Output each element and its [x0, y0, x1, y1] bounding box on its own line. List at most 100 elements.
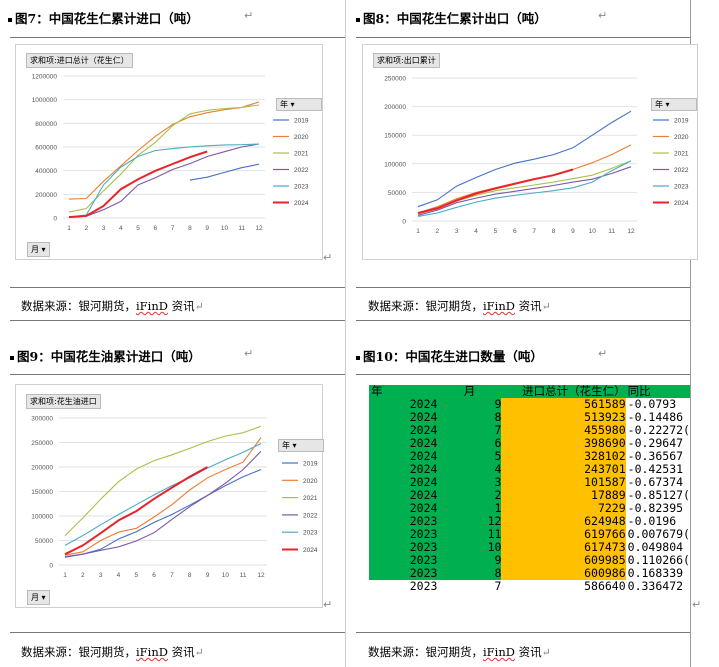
y-tick-label: 150000 — [31, 489, 53, 496]
legend-label-2024: 2024 — [294, 200, 309, 207]
cell-value: 243701 — [501, 463, 626, 476]
x-tick-label: 7 — [170, 572, 174, 579]
header-cell: 年 — [369, 385, 438, 398]
x-tick-label: 8 — [552, 228, 556, 235]
legend-label-2023: 2023 — [674, 184, 689, 191]
fig9-title: 图9：中国花生油累计进口（吨） — [10, 346, 201, 365]
cell-yoy: -0.14486 — [625, 411, 690, 424]
series-line-2023 — [64, 443, 262, 546]
legend-label-2022: 2022 — [294, 167, 309, 174]
table-rule — [356, 632, 691, 633]
x-tick-label: 6 — [154, 225, 158, 232]
x-tick-label: 8 — [188, 572, 192, 579]
cell-year: 2024 — [369, 489, 438, 502]
legend-label-2020: 2020 — [303, 478, 318, 485]
fig9-filter-button[interactable]: 求和项:花生油进口 — [26, 394, 101, 409]
cell-value: 624948 — [501, 515, 626, 528]
legend-label-2019: 2019 — [303, 461, 318, 468]
y-tick-label: 200000 — [384, 104, 406, 111]
cell-year: 2024 — [369, 411, 438, 424]
fig10-table: 年月进口总计（花生仁） 同比 2024 9 561589 -0.0793 2024 8 5139… — [369, 385, 690, 593]
y-tick-label: 50000 — [388, 190, 406, 197]
legend-label-2021: 2021 — [294, 151, 309, 158]
cell-year: 2024 — [369, 398, 438, 411]
cell-year: 2024 — [369, 437, 438, 450]
table-rule — [356, 37, 691, 38]
return-mark-icon: ↵ — [244, 347, 254, 360]
table-rule — [356, 320, 691, 321]
cell-year: 2023 — [369, 554, 438, 567]
cell-value: 617473 — [501, 541, 626, 554]
legend-label-2019: 2019 — [674, 118, 689, 125]
table-rule — [356, 374, 691, 375]
x-tick-label: 9 — [206, 572, 210, 579]
table-rule — [356, 287, 691, 288]
cell-month: 8 — [437, 411, 502, 424]
x-tick-label: 4 — [474, 228, 478, 235]
cell-year: 2023 — [369, 580, 438, 593]
x-tick-label: 11 — [608, 228, 615, 235]
cell-month: 10 — [437, 541, 502, 554]
legend-label-2022: 2022 — [674, 167, 689, 174]
cell-value: 619766 — [501, 528, 626, 541]
legend-label-2024: 2024 — [674, 200, 689, 207]
legend-label-2021: 2021 — [303, 495, 318, 502]
x-tick-label: 5 — [494, 228, 498, 235]
cell-year: 2023 — [369, 528, 438, 541]
bullet-icon — [10, 355, 14, 360]
x-tick-label: 5 — [134, 572, 138, 579]
x-tick-label: 2 — [81, 572, 85, 579]
cell-year: 2023 — [369, 567, 438, 580]
return-mark-icon: ↵ — [598, 9, 608, 22]
fig7-chart: 0 200000 400000 600000 800000 1000000 1200000 1… — [15, 44, 323, 260]
x-tick-label: 12 — [627, 228, 635, 235]
x-tick-label: 3 — [455, 228, 459, 235]
legend-label-2020: 2020 — [294, 134, 309, 141]
table-row: 2024 3 101587 -0.67374 — [369, 476, 690, 489]
cell-year: 2024 — [369, 424, 438, 437]
fig8-filter-button[interactable]: 求和项:出口累计 — [373, 53, 440, 68]
table-row: 2023 11 619766 0.007679( — [369, 528, 690, 541]
fig8-legend-button[interactable]: 年 ▾ — [651, 98, 697, 111]
y-tick-label: 250000 — [31, 440, 53, 447]
x-tick-label: 4 — [117, 572, 121, 579]
series-line-2019 — [417, 110, 632, 208]
x-tick-label: 1 — [416, 228, 420, 235]
x-tick-label: 9 — [571, 228, 575, 235]
fig7-filter-button[interactable]: 求和项:进口总计（花生仁） — [26, 53, 133, 68]
table-row: 2024 6 398690 -0.29647 — [369, 437, 690, 450]
header-cell: 月 — [437, 385, 502, 398]
fig7-axis-button[interactable]: 月 ▾ — [27, 242, 50, 257]
fig7-legend-button[interactable]: 年 ▾ — [276, 98, 322, 111]
x-tick-label: 2 — [84, 225, 88, 232]
y-tick-label: 200000 — [35, 192, 57, 199]
fig9-legend-button[interactable]: 年 ▾ — [278, 439, 324, 452]
x-tick-label: 3 — [99, 572, 103, 579]
series-line-2022 — [68, 143, 260, 218]
x-tick-label: 1 — [63, 572, 67, 579]
y-tick-label: 200000 — [31, 465, 53, 472]
fig10-title: 图10：中国花生进口数量（吨） — [356, 346, 543, 365]
x-tick-label: 11 — [240, 572, 247, 579]
legend-label-2023: 2023 — [303, 530, 318, 537]
series-line-2019 — [189, 163, 260, 181]
cell-year: 2024 — [369, 450, 438, 463]
y-tick-label: 0 — [53, 216, 57, 223]
fig9-axis-button[interactable]: 月 ▾ — [27, 590, 50, 605]
cell-yoy: -0.22272( — [625, 424, 690, 437]
margin-line — [690, 0, 691, 667]
cell-yoy: -0.29647 — [625, 437, 690, 450]
table-rule — [10, 374, 345, 375]
cell-year: 2024 — [369, 476, 438, 489]
cell-value: 600986 — [501, 567, 626, 580]
series-line-2023 — [68, 143, 260, 218]
x-tick-label: 10 — [589, 228, 597, 235]
table-row: 2024 4 243701 -0.42531 — [369, 463, 690, 476]
cell-value: 586640 — [501, 580, 626, 593]
header-cell: 同比 — [625, 385, 690, 398]
cell-year: 2024 — [369, 463, 438, 476]
fig7-chart-svg: 0 200000 400000 600000 800000 1000000 1200000 1… — [32, 74, 309, 233]
cell-month: 12 — [437, 515, 502, 528]
